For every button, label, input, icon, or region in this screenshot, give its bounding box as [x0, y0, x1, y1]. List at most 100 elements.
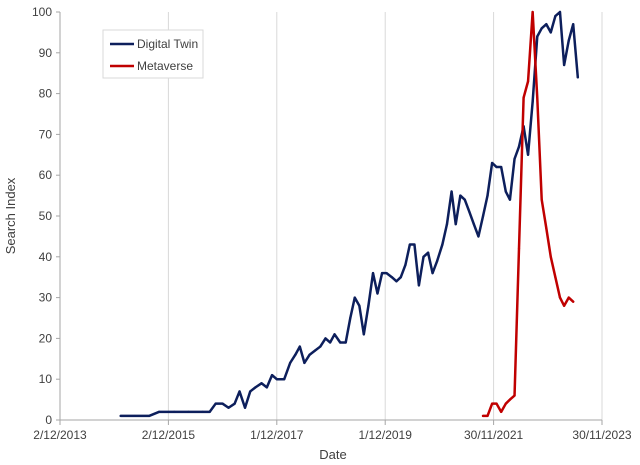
data-point-digital-twin: [495, 165, 498, 169]
data-point-metaverse: [531, 10, 534, 14]
data-point-metaverse: [486, 414, 489, 418]
data-point-digital-twin: [431, 272, 434, 275]
data-point-digital-twin: [249, 390, 252, 393]
y-tick-label: 90: [39, 46, 53, 60]
data-point-digital-twin: [554, 14, 557, 18]
data-point-digital-twin: [275, 378, 278, 381]
data-point-digital-twin: [486, 194, 489, 197]
data-point-digital-twin: [254, 386, 257, 389]
data-point-digital-twin: [371, 272, 375, 275]
y-tick-label: 60: [39, 168, 53, 182]
data-point-digital-twin: [385, 272, 388, 275]
data-point-digital-twin: [270, 374, 274, 377]
y-tick-label: 80: [39, 87, 53, 101]
data-point-digital-twin: [294, 353, 297, 356]
data-point-digital-twin: [549, 31, 552, 34]
data-point-digital-twin: [413, 243, 416, 246]
axes: 2/12/2013 2/12/2015 1/12/2017 1/12/2019 30/1…: [32, 5, 632, 442]
data-point-digital-twin: [119, 414, 122, 418]
data-point-digital-twin: [358, 304, 361, 307]
x-tick-label: 2/12/2013: [33, 428, 87, 442]
data-point-digital-twin: [404, 263, 407, 267]
series-lines: [119, 10, 580, 418]
data-point-digital-twin: [545, 23, 548, 26]
y-tick-label: 0: [45, 413, 52, 427]
data-point-digital-twin: [454, 223, 457, 226]
data-point-digital-twin: [324, 337, 327, 340]
data-point-digital-twin: [283, 378, 286, 381]
data-point-digital-twin: [450, 190, 453, 193]
data-point-metaverse: [481, 414, 485, 418]
data-point-digital-twin: [173, 410, 176, 413]
data-point-metaverse: [495, 402, 498, 405]
data-point-digital-twin: [390, 276, 393, 279]
data-point-metaverse: [558, 296, 562, 299]
data-point-digital-twin: [526, 153, 530, 156]
data-point-digital-twin: [148, 414, 151, 418]
data-point-metaverse: [522, 96, 525, 99]
data-point-digital-twin: [319, 345, 322, 348]
data-point-digital-twin: [572, 23, 575, 26]
y-tick-label: 30: [39, 291, 53, 305]
data-point-digital-twin: [313, 349, 317, 352]
data-point-digital-twin: [531, 100, 534, 103]
data-point-digital-twin: [500, 165, 503, 169]
data-point-digital-twin: [329, 341, 332, 344]
data-point-digital-twin: [289, 361, 292, 364]
data-point-digital-twin: [233, 402, 236, 405]
data-point-digital-twin: [468, 210, 471, 214]
series-metaverse: [481, 10, 575, 418]
data-point-digital-twin: [481, 214, 485, 218]
y-tick-label: 70: [39, 127, 53, 141]
data-point-digital-twin: [265, 386, 268, 389]
data-point-metaverse: [563, 304, 566, 307]
y-axis-title: Search Index: [3, 177, 18, 254]
data-point-digital-twin: [376, 292, 379, 295]
data-point-digital-twin: [504, 190, 507, 193]
legend: Digital Twin Metaverse: [102, 29, 204, 79]
data-point-digital-twin: [221, 402, 224, 405]
data-point-digital-twin: [333, 333, 336, 336]
data-point-digital-twin: [576, 76, 579, 79]
y-tick-label: 10: [39, 372, 53, 386]
series-line-digital-twin: [119, 10, 580, 418]
data-point-digital-twin: [441, 243, 444, 246]
data-point-metaverse: [572, 300, 575, 303]
data-point-digital-twin: [517, 145, 521, 148]
data-point-digital-twin: [238, 390, 241, 393]
data-point-digital-twin: [214, 402, 217, 405]
data-point-digital-twin: [367, 304, 370, 307]
y-tick-label: 20: [39, 331, 53, 345]
y-tick-label: 40: [39, 250, 53, 264]
x-tick-label: 2/12/2015: [142, 428, 196, 442]
data-point-metaverse: [540, 198, 543, 201]
data-point-digital-twin: [491, 161, 494, 165]
data-point-digital-twin: [227, 406, 230, 409]
data-point-metaverse: [513, 394, 516, 397]
data-point-digital-twin: [362, 333, 365, 336]
x-tick-label: 1/12/2019: [359, 428, 413, 442]
data-point-digital-twin: [427, 251, 430, 254]
data-point-digital-twin: [187, 410, 190, 413]
data-point-metaverse: [526, 80, 530, 83]
data-point-digital-twin: [472, 223, 475, 226]
data-point-digital-twin: [308, 353, 311, 356]
data-point-digital-twin: [477, 235, 480, 238]
data-point-digital-twin: [298, 345, 301, 348]
data-point-digital-twin: [395, 280, 398, 283]
data-point-digital-twin: [463, 198, 466, 201]
legend-box: [102, 29, 204, 79]
data-point-metaverse: [567, 296, 570, 299]
data-point-digital-twin: [243, 406, 247, 409]
data-point-digital-twin: [344, 341, 347, 344]
data-point-digital-twin: [158, 410, 161, 413]
data-point-metaverse: [491, 402, 494, 405]
data-point-metaverse: [517, 247, 521, 250]
data-point-digital-twin: [540, 27, 543, 30]
data-point-digital-twin: [567, 39, 570, 42]
data-point-digital-twin: [201, 410, 204, 413]
data-point-digital-twin: [133, 414, 136, 418]
data-point-digital-twin: [380, 272, 384, 275]
data-point-digital-twin: [422, 255, 425, 258]
